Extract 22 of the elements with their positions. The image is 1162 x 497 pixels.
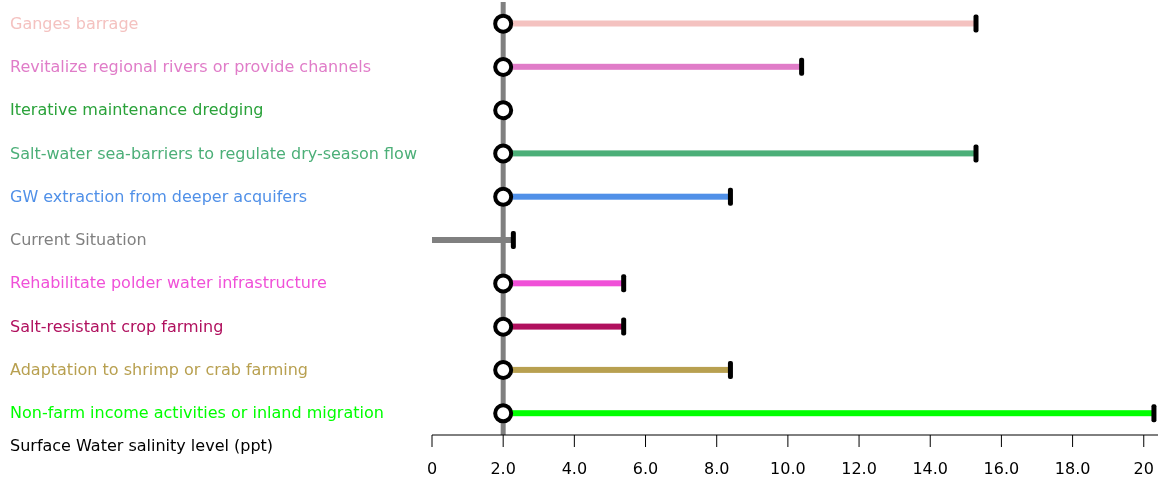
x-tick-label: 12.0 xyxy=(841,459,877,479)
y-tick-label: Iterative maintenance dredging xyxy=(10,100,264,120)
x-tick-label: 2.0 xyxy=(490,459,516,479)
x-tick-label: 0 xyxy=(426,459,438,479)
x-tick-label: 8.0 xyxy=(703,459,730,479)
y-tick-label: Salt-resistant crop farming xyxy=(10,316,224,336)
x-tick-label: 16.0 xyxy=(983,459,1020,479)
x-tick-label: 4.0 xyxy=(561,459,588,479)
y-tick-label: Rehabilitate polder water infrastructure xyxy=(10,273,327,293)
y-tick-label: Revitalize regional rivers or provide channels xyxy=(10,56,371,76)
x-tick-label: 6.0 xyxy=(632,459,659,479)
x-tick-label: 14.0 xyxy=(912,459,949,479)
y-tick-label: GW extraction from deeper acquifers xyxy=(10,186,308,206)
x-tick-label: 18.0 xyxy=(1054,459,1091,479)
y-tick-label: Ganges barrage xyxy=(10,13,139,33)
x-axis-title: Surface Water salinity level (ppt) xyxy=(10,436,274,455)
y-tick-label: Adaptation to shrimp or crab farming xyxy=(10,360,309,380)
x-tick-label: 20 xyxy=(1133,459,1154,479)
y-tick-label: Non-farm income activities or inland migration xyxy=(10,403,384,423)
y-tick-label: Salt-water sea-barriers to regulate dry-season flow xyxy=(10,143,417,163)
y-tick-label: Current Situation xyxy=(10,230,147,250)
x-tick-label: 10.0 xyxy=(770,459,806,479)
